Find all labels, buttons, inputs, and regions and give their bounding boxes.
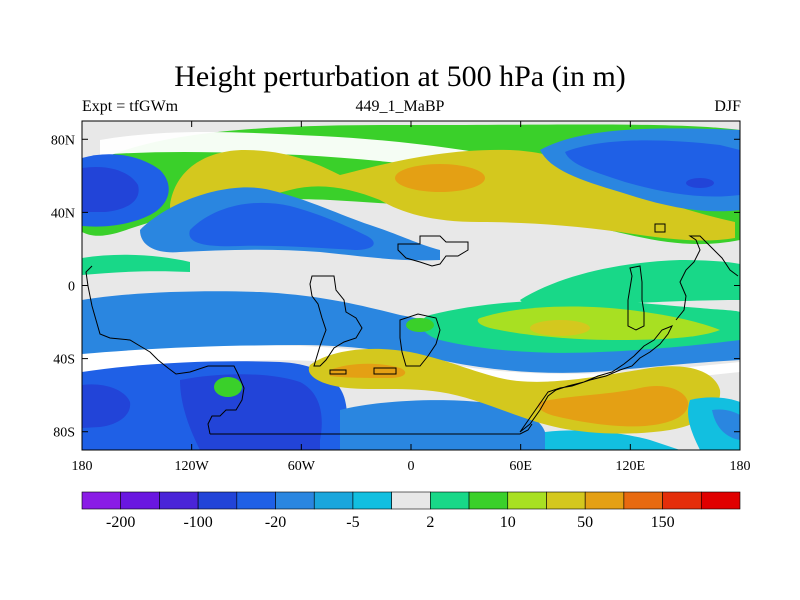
colorbar-box <box>313 491 354 510</box>
coastline-island-1 <box>654 223 666 233</box>
coastline-north-america <box>397 235 469 267</box>
colorbar-label: -20 <box>265 514 286 531</box>
contour-se-low-inner <box>712 409 740 440</box>
coastlines <box>85 223 739 435</box>
colorbar-box <box>584 491 625 510</box>
case-label: 449_1_MaBP <box>355 98 445 115</box>
colorbar-box <box>700 491 741 510</box>
colorbar-box <box>81 491 122 510</box>
coastline-island-2 <box>329 369 347 375</box>
colorbar-box <box>120 491 160 510</box>
x-tick-label: 60W <box>288 459 316 474</box>
colorbar-box <box>623 491 663 510</box>
y-axis: 80N 40N 0 40S 80S <box>51 133 740 441</box>
colorbar-label: -5 <box>346 514 359 531</box>
colorbar-box <box>275 491 315 510</box>
contour-sh-low-cyan <box>340 400 545 450</box>
season-label: DJF <box>714 98 741 115</box>
y-tick-label: 0 <box>68 280 75 295</box>
colorbar-box <box>391 491 431 510</box>
contour-sh-low-cyan-2 <box>545 430 680 450</box>
x-tick-label: 180 <box>730 459 751 474</box>
coastline-antarctica <box>85 265 533 435</box>
colorbar-box <box>507 491 547 510</box>
coastline-south-america <box>309 275 363 367</box>
colorbar-label: -100 <box>183 514 212 531</box>
colorbar-box <box>236 491 276 510</box>
colorbar-box <box>352 491 392 510</box>
contour-trop-green-atl <box>82 254 190 275</box>
colorbar-box <box>430 491 470 510</box>
contour-field <box>82 124 740 450</box>
x-tick-label: 60E <box>509 459 532 474</box>
coastline-island-3 <box>373 367 397 375</box>
colorbar-box <box>546 491 586 510</box>
colorbar-box <box>197 491 238 510</box>
colorbar-label: -200 <box>106 514 135 531</box>
y-tick-label: 80S <box>53 426 75 441</box>
x-tick-label: 120W <box>175 459 210 474</box>
contour-sh-polar-low-inner <box>180 374 322 450</box>
contour-sh-subtropical-core <box>530 320 590 336</box>
colorbar-label: 2 <box>426 514 434 531</box>
contour-sh-orange-east <box>538 385 689 427</box>
x-tick-label: 180 <box>72 459 93 474</box>
experiment-label: Expt = tfGWm <box>82 98 179 115</box>
colorbar-box <box>468 491 509 510</box>
contour-sh-low-west <box>82 384 131 428</box>
contour-sa-green-patch <box>406 318 434 332</box>
y-tick-label: 40N <box>51 206 75 221</box>
colorbar-box <box>662 491 702 510</box>
contour-sh-green-patch <box>214 377 242 397</box>
y-tick-label: 40S <box>53 353 75 368</box>
chart-title: Height perturbation at 500 hPa (in m) <box>174 60 626 93</box>
colorbar-box <box>159 491 199 510</box>
x-axis: 180 120W 60W 0 60E 120E 180 <box>72 121 751 474</box>
colorbar-label: 150 <box>651 514 675 531</box>
contour-north-america-low-inner <box>189 202 374 250</box>
contour-north-pacific-low-inner <box>82 166 139 212</box>
colorbar: -200 -100 -20 -5 2 10 50 150 <box>81 491 741 531</box>
colorbar-label: 10 <box>500 514 516 531</box>
y-tick-label: 80N <box>51 133 75 148</box>
contour-siberia-low-core <box>686 178 714 188</box>
coastline-africa <box>399 313 441 367</box>
colorbar-label: 50 <box>577 514 593 531</box>
coastline-australia <box>519 325 674 433</box>
x-tick-label: 0 <box>408 459 415 474</box>
contour-nh-orange-max <box>395 164 485 192</box>
coastline-asia-east <box>627 235 739 331</box>
x-tick-label: 120E <box>616 459 646 474</box>
